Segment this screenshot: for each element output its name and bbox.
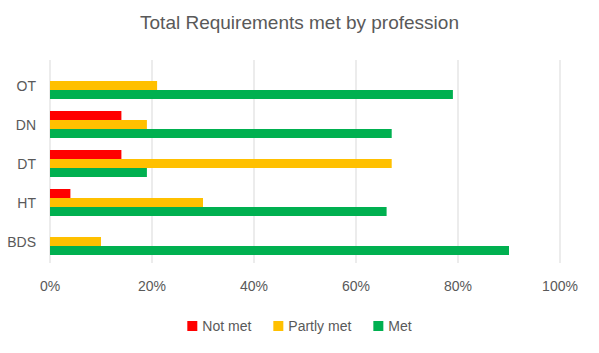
title: Total Requirements met by profession — [140, 12, 459, 33]
bar — [50, 189, 70, 198]
bar — [50, 81, 157, 90]
bar — [50, 90, 453, 99]
bar — [50, 129, 392, 138]
legend-label: Met — [388, 318, 411, 334]
bar — [50, 207, 387, 216]
bar — [50, 237, 101, 246]
category-label: DT — [17, 156, 36, 172]
tick-label: 60% — [342, 278, 370, 294]
category-label: DN — [16, 117, 36, 133]
bar — [50, 228, 51, 237]
tick-label: 40% — [240, 278, 268, 294]
bar — [50, 72, 51, 81]
grid — [50, 60, 560, 263]
bar — [50, 246, 509, 255]
background — [0, 0, 599, 353]
grid-line — [560, 60, 561, 263]
legend-swatch — [273, 321, 283, 331]
bars — [50, 81, 509, 255]
tick-label: 20% — [138, 278, 166, 294]
legend-label: Partly met — [288, 318, 351, 334]
bar — [50, 150, 121, 159]
bar — [50, 159, 392, 168]
category-label: OT — [17, 78, 37, 94]
chart: Total Requirements met by profession 0% 20… — [0, 0, 599, 353]
tick-label: 0% — [40, 278, 60, 294]
legend-label: Not met — [202, 318, 251, 334]
tick-label: 80% — [444, 278, 472, 294]
tick-label: 100% — [542, 278, 578, 294]
bar — [50, 168, 147, 177]
bar — [50, 120, 147, 129]
bar — [50, 111, 121, 120]
category-label: HT — [17, 195, 36, 211]
legend-swatch — [187, 321, 197, 331]
legend: Not met Partly met Met — [187, 318, 411, 334]
category-label: BDS — [7, 234, 36, 250]
legend-swatch — [373, 321, 383, 331]
bar — [50, 198, 203, 207]
grid-line — [458, 60, 459, 263]
